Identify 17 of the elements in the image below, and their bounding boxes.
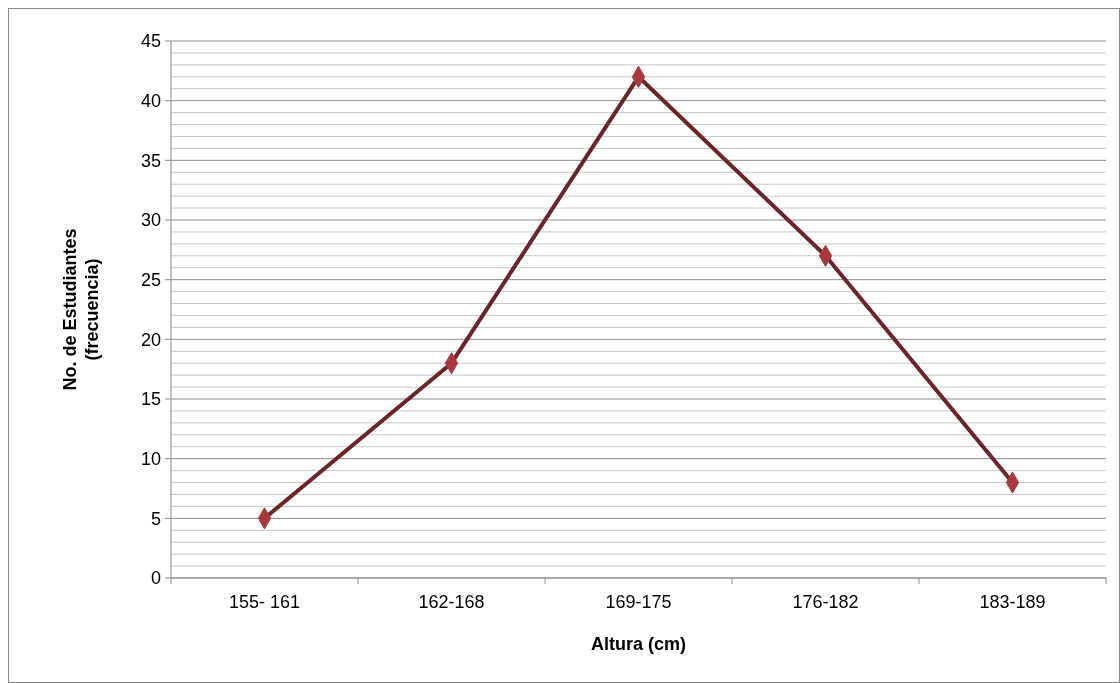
x-axis-title: Altura (cm): [590, 634, 687, 654]
x-tick-label: 183-189: [979, 592, 1046, 612]
y-tick-label: 45: [140, 31, 161, 52]
y-tick-label: 10: [140, 448, 161, 469]
y-tick-label: 30: [140, 210, 161, 231]
y-axis-title: No. de Estudiantes (frecuencia): [60, 228, 102, 391]
y-tick-label: 25: [140, 269, 161, 290]
x-tick-label: 169-175: [605, 592, 672, 612]
y-tick-label: 40: [140, 90, 161, 111]
y-tick-label: 0: [150, 568, 161, 589]
y-tick-label: 20: [140, 329, 161, 350]
y-tick-label: 35: [140, 150, 161, 171]
x-tick-label: 176-182: [792, 592, 859, 612]
x-tick-label: 155- 161: [228, 592, 301, 612]
y-tick-label: 15: [140, 389, 161, 410]
x-tick-label: 162-168: [418, 592, 485, 612]
y-tick-label: 5: [150, 508, 161, 529]
